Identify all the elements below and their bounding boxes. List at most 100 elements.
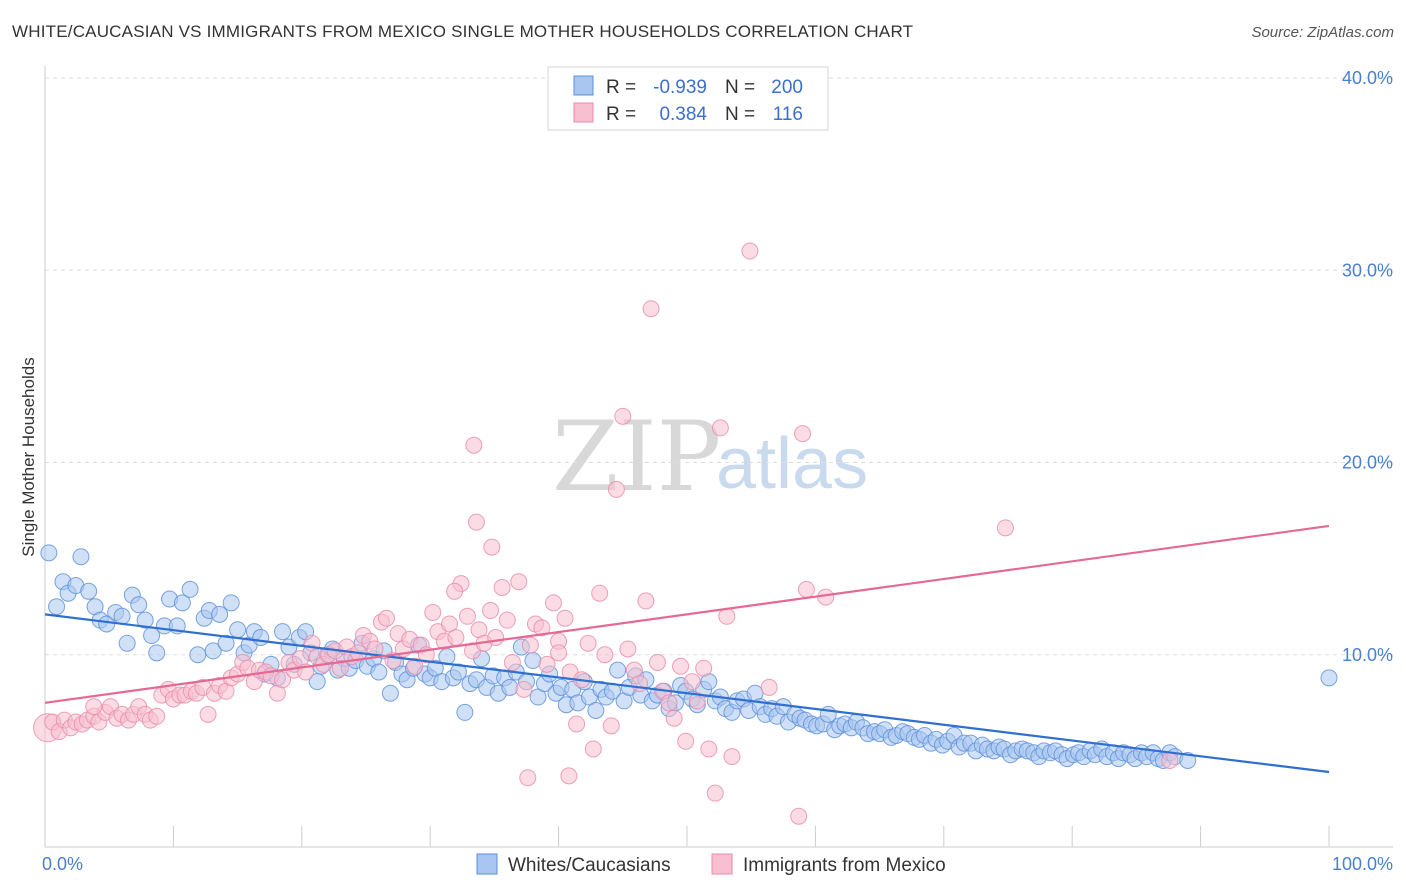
- mexico-point: [556, 609, 574, 627]
- y-tick-label-30: 30.0%: [1342, 260, 1393, 280]
- whites-point: [456, 703, 474, 721]
- mexico-point: [550, 644, 568, 662]
- mexico-point: [458, 607, 476, 625]
- mexico-point: [683, 673, 701, 691]
- whites-point: [1179, 751, 1197, 769]
- whites-point: [118, 634, 136, 652]
- mexico-point: [614, 407, 632, 425]
- legend-n-value-2: 116: [773, 104, 803, 125]
- trend-line-whites: [44, 613, 1330, 774]
- mexico-point: [274, 671, 292, 689]
- whites-point: [189, 646, 207, 664]
- mexico-point: [607, 480, 625, 498]
- mexico-point: [538, 655, 556, 673]
- whites-point: [274, 623, 292, 641]
- bottom-legend-label-whites: Whites/Caucasians: [508, 855, 671, 876]
- whites-point: [222, 594, 240, 612]
- mexico-point: [515, 680, 533, 698]
- tick-labels: 10.0% 20.0% 30.0% 40.0% 0.0% 100.0%: [42, 68, 1393, 874]
- mexico-point: [760, 678, 778, 696]
- mexico-point: [723, 748, 741, 766]
- mexico-point: [503, 653, 521, 671]
- mexico-point: [677, 732, 695, 750]
- whites-point: [80, 582, 98, 600]
- legend-n-label-2: N =: [725, 104, 755, 125]
- whites-point: [1320, 669, 1338, 687]
- watermark-zip: ZIP: [552, 401, 721, 513]
- mexico-point: [665, 709, 683, 727]
- watermark-atlas: atlas: [716, 424, 868, 504]
- mexico-point: [446, 582, 464, 600]
- whites-point: [524, 652, 542, 670]
- source-credit: Source: ZipAtlas.com: [1251, 24, 1394, 41]
- mexico-point: [465, 436, 483, 454]
- y-axis-label: Single Mother Households: [19, 357, 38, 556]
- mexico-point: [447, 628, 465, 646]
- whites-point: [113, 607, 131, 625]
- mexico-point: [695, 659, 713, 677]
- whites-point: [211, 605, 229, 623]
- mexico-point: [521, 636, 539, 654]
- mexico-point: [568, 715, 586, 733]
- mexico-point: [584, 740, 602, 758]
- bottom-legend-label-mexico: Immigrants from Mexico: [743, 855, 946, 876]
- legend-n-value-1: 200: [771, 77, 803, 98]
- mexico-point: [424, 603, 442, 621]
- mexico-point: [487, 628, 505, 646]
- mexico-point: [672, 657, 690, 675]
- mexico-point: [700, 740, 718, 758]
- bottom-legend-swatch-mexico: [711, 853, 733, 875]
- mexico-point: [483, 538, 501, 556]
- whites-point: [217, 634, 235, 652]
- whites-point: [72, 548, 90, 566]
- mexico-point: [688, 692, 706, 710]
- chart-title: WHITE/CAUCASIAN VS IMMIGRANTS FROM MEXIC…: [12, 22, 914, 41]
- legend-n-label-1: N =: [725, 77, 755, 98]
- whites-point: [130, 596, 148, 614]
- bottom-legend-swatch-whites: [476, 853, 498, 875]
- mexico-point: [519, 769, 537, 787]
- mexico-point: [378, 609, 396, 627]
- mexico-point: [331, 659, 349, 677]
- stats-legend-box: [547, 66, 829, 131]
- axes: [44, 66, 1393, 848]
- mexico-point: [406, 657, 424, 675]
- mexico-point: [794, 425, 812, 443]
- trend-line-mexico: [44, 524, 1330, 704]
- whites-point: [136, 611, 154, 629]
- mexico-point: [630, 675, 648, 693]
- whites-point: [252, 628, 270, 646]
- mexico-point: [1161, 751, 1179, 769]
- legend-r-label-1: R =: [606, 77, 636, 98]
- mexico-point: [642, 300, 660, 318]
- series-mexico-points: [33, 242, 1179, 825]
- legend-swatch-mexico: [573, 102, 594, 123]
- mexico-point: [711, 419, 729, 437]
- mexico-point: [579, 634, 597, 652]
- whites-point: [204, 642, 222, 660]
- mexico-point: [996, 519, 1014, 537]
- mexico-point: [648, 653, 666, 671]
- mexico-point: [533, 619, 551, 637]
- mexico-point: [467, 513, 485, 531]
- trend-lines: [44, 524, 1330, 774]
- mexico-point: [560, 767, 578, 785]
- whites-point: [40, 544, 58, 562]
- whites-point: [381, 684, 399, 702]
- watermark: ZIP atlas: [552, 401, 868, 513]
- whites-point: [181, 580, 199, 598]
- x-tick-label-100: 100.0%: [1332, 854, 1393, 874]
- mexico-point: [591, 584, 609, 602]
- grid-lines: [45, 77, 1393, 656]
- mexico-point: [498, 611, 516, 629]
- stats-legend: R = -0.939 N = 200 R = 0.384 N = 116: [547, 66, 829, 131]
- whites-point: [587, 702, 605, 720]
- whites-point: [609, 661, 627, 679]
- whites-point: [148, 644, 166, 662]
- whites-point: [48, 598, 66, 616]
- mexico-point: [741, 242, 759, 260]
- mexico-point: [544, 594, 562, 612]
- mexico-point: [797, 580, 815, 598]
- legend-swatch-whites: [573, 75, 594, 96]
